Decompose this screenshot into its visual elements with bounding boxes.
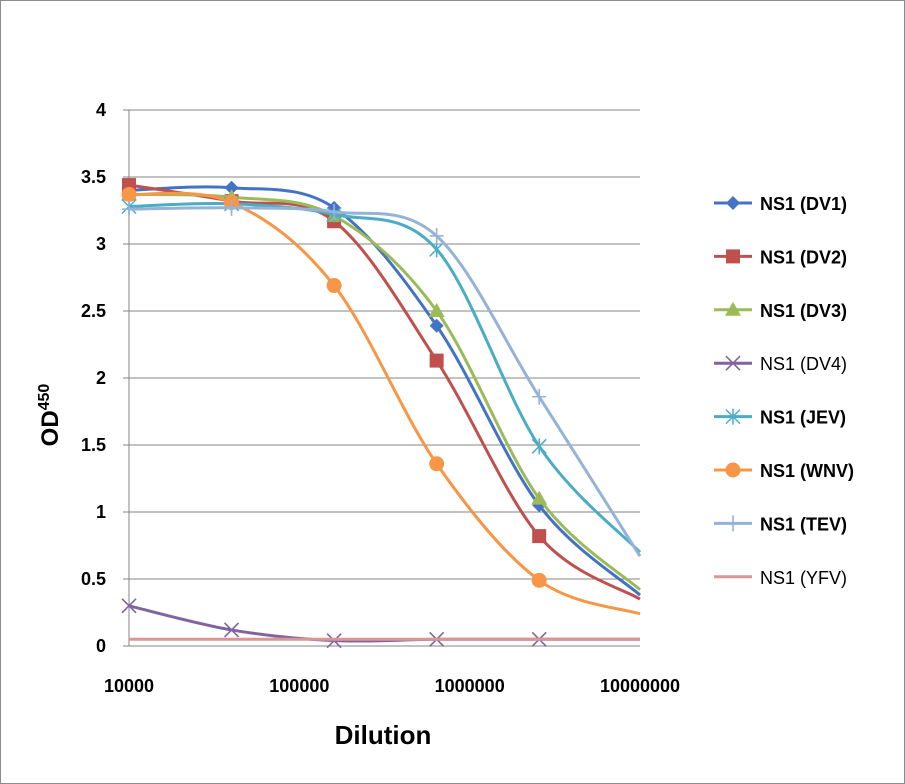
- legend-label: NS1 (DV1): [760, 194, 847, 214]
- data-point: [531, 438, 547, 455]
- legend-swatch-marker: [726, 196, 740, 210]
- data-point: [532, 529, 547, 544]
- series-line: [128, 183, 641, 601]
- y-tick-label: 0.5: [81, 569, 106, 589]
- y-axis-title-superscript: 450: [36, 384, 53, 411]
- y-tick-label: 3: [96, 234, 106, 254]
- data-point: [429, 241, 445, 258]
- data-point: [429, 456, 445, 472]
- data-point: [121, 598, 137, 614]
- data-point: [531, 490, 548, 505]
- legend-item: NS1 (DV1): [714, 194, 847, 214]
- legend-swatch-marker: [725, 355, 741, 371]
- y-tick-label: 4: [96, 100, 106, 120]
- y-axis-title-base: OD: [37, 410, 64, 446]
- x-tick-label: 10000: [104, 676, 154, 696]
- legend-item: NS1 (JEV): [714, 408, 846, 428]
- data-point: [429, 318, 444, 333]
- legend-item: NS1 (DV3): [714, 301, 847, 321]
- series-6: [122, 199, 642, 558]
- legend-swatch-marker: [725, 301, 741, 316]
- series-line: [128, 192, 642, 591]
- data-point: [121, 186, 137, 202]
- legend-item: NS1 (WNV): [714, 461, 854, 481]
- legend-swatch-marker: [726, 515, 740, 532]
- data-point: [428, 303, 445, 317]
- legend-label: NS1 (YFV): [760, 568, 847, 588]
- data-point: [429, 353, 444, 368]
- data-point: [223, 622, 240, 638]
- series-line: [128, 604, 640, 643]
- legend-item: NS1 (TEV): [714, 514, 847, 534]
- y-tick-label: 0: [96, 636, 106, 656]
- legend-swatch-marker: [726, 249, 740, 264]
- legend-item: NS1 (DV2): [714, 247, 847, 267]
- legend-label: NS1 (DV2): [760, 247, 847, 267]
- legend-label: NS1 (JEV): [760, 408, 846, 428]
- data-point: [224, 180, 239, 195]
- legend-label: NS1 (WNV): [760, 461, 854, 481]
- y-tick-label: 2: [96, 368, 106, 388]
- series-0: [122, 180, 641, 597]
- legend-item: NS1 (YFV): [714, 568, 847, 588]
- data-point: [224, 199, 239, 216]
- legend-label: NS1 (TEV): [760, 514, 847, 534]
- gridlines: [129, 109, 640, 580]
- data-point: [327, 203, 342, 220]
- x-tick-label: 10000000: [600, 676, 680, 696]
- x-tick-label: 100000: [269, 676, 329, 696]
- legend-label: NS1 (DV3): [760, 301, 847, 321]
- series-group: [121, 178, 642, 649]
- data-point: [326, 278, 342, 294]
- series-line: [128, 185, 641, 597]
- data-point: [122, 201, 136, 218]
- x-tick-labels: 10000 100000 1000000 10000000: [104, 676, 680, 696]
- y-tick-label: 3.5: [81, 167, 106, 187]
- data-point: [531, 572, 547, 588]
- x-axis-title: Dilution: [335, 720, 432, 750]
- data-point: [532, 388, 547, 405]
- legend-label: NS1 (DV4): [760, 354, 847, 374]
- y-axis-title: OD450: [36, 384, 64, 447]
- legend-item: NS1 (DV4): [714, 354, 847, 374]
- legend-swatch-marker: [725, 462, 741, 478]
- y-tick-label: 2.5: [81, 301, 106, 321]
- legend: NS1 (DV1) NS1 (DV2) NS1 (DV3) NS1 (DV4) NS1 …: [714, 194, 854, 588]
- series-2: [121, 186, 642, 591]
- series-line: [128, 206, 642, 558]
- series-1: [122, 178, 641, 601]
- x-tick-label: 1000000: [435, 676, 505, 696]
- data-point: [429, 227, 444, 244]
- legend-swatch-marker: [725, 408, 741, 425]
- y-tick-labels: 0 0.5 1 1.5 2 2.5 3 3.5 4: [81, 100, 106, 656]
- y-tick-label: 1: [96, 502, 106, 522]
- y-tick-label: 1.5: [81, 435, 106, 455]
